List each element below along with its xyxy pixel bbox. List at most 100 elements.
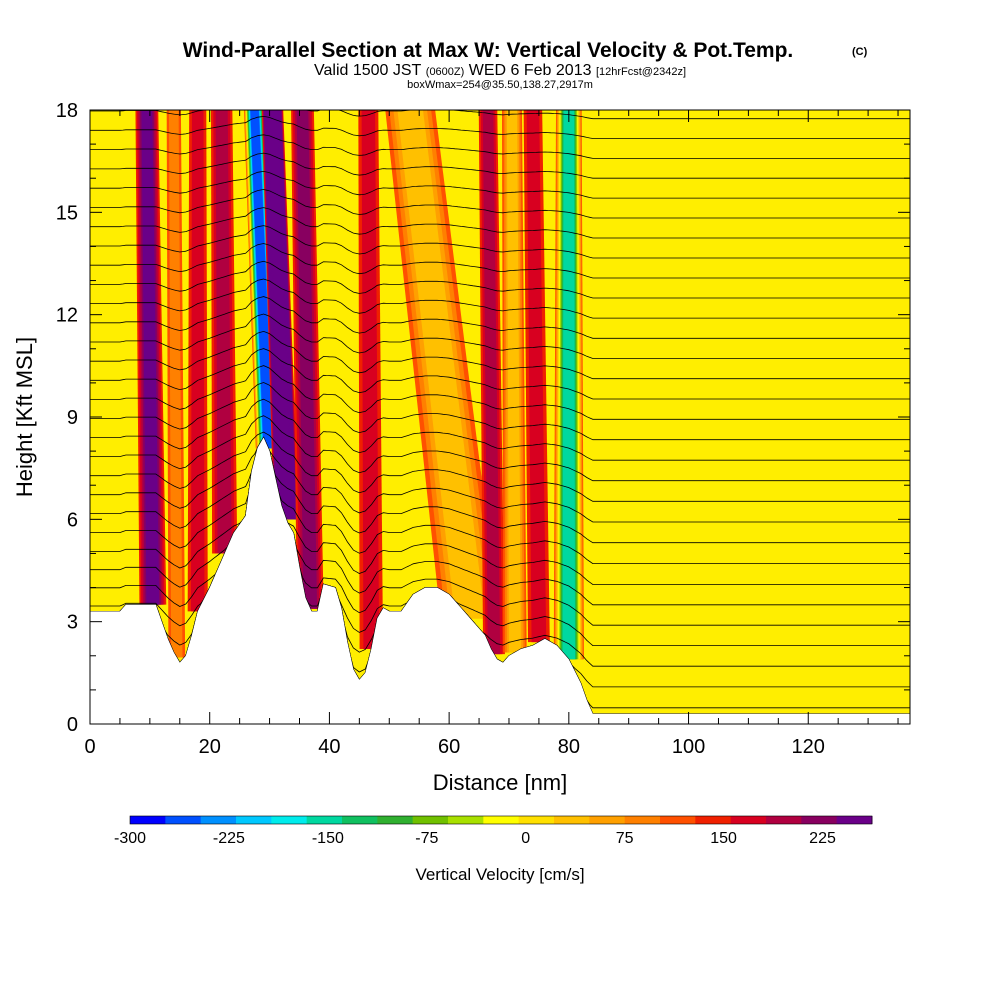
colorbar [129, 815, 873, 825]
colorbar-swatch [624, 816, 661, 824]
valid-time-line: Valid 1500 JST (0600Z) WED 6 Feb 2013 [1… [314, 62, 686, 79]
colorbar-tick-label: 0 [521, 830, 530, 847]
colorbar-swatch [271, 816, 308, 824]
velocity-contour-fill [190, 110, 205, 612]
vertical-velocity-band [501, 110, 527, 653]
velocity-contour-fill [506, 110, 521, 653]
theta-contour [90, 313, 910, 359]
colorbar-swatch [766, 816, 802, 824]
colorbar-frame [129, 815, 873, 825]
y-tick-label: 0 [67, 714, 78, 736]
colorbar-tick-label: 225 [809, 830, 836, 847]
colorbar-swatch [801, 816, 838, 824]
velocity-contour-fill [482, 110, 501, 655]
vertical-velocity-band [523, 110, 550, 643]
theta-contour [90, 207, 910, 239]
theta-contour [90, 436, 910, 606]
colorbar-swatch [377, 816, 414, 824]
colorbar-swatch [518, 816, 555, 824]
velocity-contour-fill [141, 110, 160, 605]
vertical-velocity-band [385, 110, 500, 619]
velocity-contour-fill [215, 110, 232, 554]
theta-contour [90, 415, 910, 482]
colorbar-swatch [165, 816, 202, 824]
theta-contour [90, 431, 910, 502]
x-tick-label: 40 [318, 736, 340, 758]
colorbar-tick-label: -150 [312, 830, 344, 847]
colorbar-tick-label: -75 [415, 830, 438, 847]
x-tick-label: 20 [199, 736, 221, 758]
colorbar-swatch [130, 816, 166, 824]
theta-contour [90, 243, 910, 279]
colorbar-swatch [660, 816, 696, 824]
valid-time-prefix: Valid 1500 JST [314, 62, 422, 79]
forecast-info: [12hrFcst@2342z] [596, 66, 686, 78]
theta-contour [90, 134, 910, 159]
vertical-velocity-band [187, 110, 208, 612]
colorbar-label: Vertical Velocity [cm/s] [415, 865, 584, 884]
colorbar-swatch [448, 816, 484, 824]
theta-contour [90, 436, 910, 544]
colorbar-swatch [589, 816, 626, 824]
vertical-velocity-band [135, 110, 167, 605]
vertical-velocity-field [135, 110, 584, 660]
axis-ticks [89, 109, 910, 725]
colorbar-tick-labels: -300 -225 -150 -75 0 75 150 225 [114, 830, 836, 847]
velocity-contour-fill [397, 110, 486, 619]
colorbar-swatch [836, 816, 873, 824]
plot-area [89, 109, 911, 725]
x-tick-label: 0 [84, 736, 95, 758]
vertical-velocity-band [358, 110, 384, 649]
velocity-contour-fill [526, 110, 547, 643]
x-axis-label: Distance [nm] [433, 770, 568, 795]
theta-contour [90, 115, 910, 139]
vertical-velocity-band [553, 110, 584, 660]
theta-contour [90, 365, 910, 420]
y-tick-label: 9 [67, 407, 78, 429]
theta-contour [90, 398, 910, 461]
colorbar-swatch [483, 816, 520, 824]
y-tick-labels: 0 3 6 9 12 15 18 [56, 100, 78, 736]
colorbar-swatch [200, 816, 237, 824]
colorbar-swatch [695, 816, 732, 824]
theta-contour [90, 382, 910, 441]
theta-contour [90, 436, 910, 564]
theta-contour [90, 260, 910, 299]
theta-contour [90, 436, 910, 523]
colorbar-swatch [730, 816, 767, 824]
terrain-mask [90, 437, 910, 724]
x-tick-label: 100 [672, 736, 705, 758]
colorbar-swatch [306, 816, 343, 824]
colorbar-swatch [412, 816, 449, 824]
x-tick-label: 120 [792, 736, 825, 758]
y-tick-label: 6 [67, 509, 78, 531]
vertical-velocity-band [478, 110, 505, 655]
theta-contour [90, 436, 910, 585]
y-tick-label: 12 [56, 305, 78, 327]
velocity-contour-fill [361, 110, 380, 649]
box-wmax-info: boxWmax=254@35.50,138.27,2917m [407, 79, 593, 91]
colorbar-swatch [236, 816, 272, 824]
colorbar-tick-label: -300 [114, 830, 146, 847]
valid-time-utc: (0600Z) [426, 66, 465, 78]
colorbar-swatch [554, 816, 590, 824]
colorbar-tick-label: 75 [616, 830, 634, 847]
theta-contour [90, 278, 910, 319]
x-tick-labels: 0 20 40 60 80 100 120 [84, 736, 824, 758]
colorbar-tick-label: -225 [213, 830, 245, 847]
theta-contour [90, 170, 910, 199]
colorbar-swatch [342, 816, 378, 824]
y-tick-label: 3 [67, 612, 78, 634]
valid-date: WED 6 Feb 2013 [469, 62, 592, 79]
y-tick-label: 15 [56, 202, 78, 224]
theta-contour [90, 189, 910, 219]
x-tick-label: 80 [558, 736, 580, 758]
y-tick-label: 18 [56, 100, 78, 122]
theta-contour [90, 330, 910, 380]
theta-contour [90, 110, 910, 120]
copyright-mark: (C) [852, 46, 868, 58]
y-axis-label: Height [Kft MSL] [12, 337, 37, 497]
chart-title: Wind-Parallel Section at Max W: Vertical… [183, 39, 794, 62]
velocity-contour-fill [168, 110, 183, 658]
